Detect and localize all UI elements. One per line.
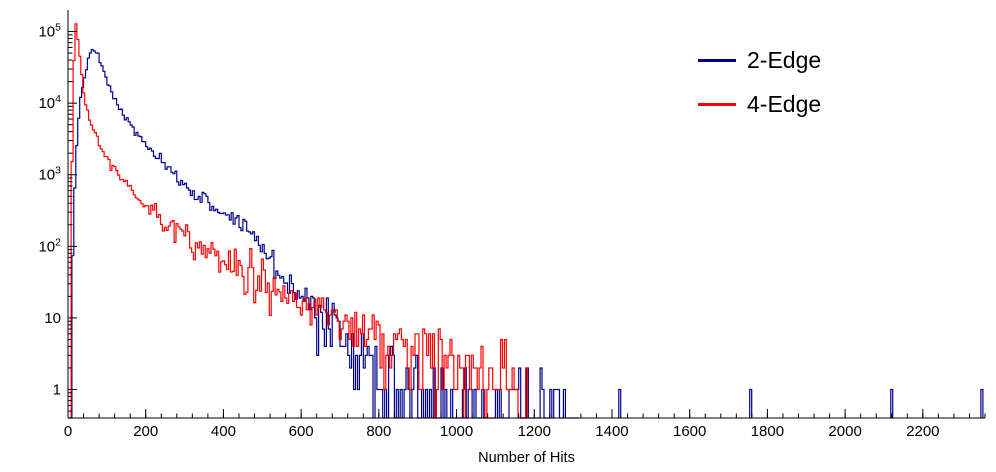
svg-text:1800: 1800 <box>751 423 784 440</box>
svg-text:2000: 2000 <box>828 423 861 440</box>
legend-label-2edge: 2-Edge <box>747 46 822 73</box>
svg-text:103: 103 <box>38 165 61 184</box>
svg-text:1400: 1400 <box>595 423 628 440</box>
legend-item-4edge: 4-Edge <box>698 82 821 126</box>
svg-text:1600: 1600 <box>673 423 706 440</box>
x-axis-title: Number of Hits <box>478 450 575 466</box>
svg-text:600: 600 <box>289 423 314 440</box>
legend-label-4edge: 4-Edge <box>747 90 822 117</box>
svg-text:200: 200 <box>133 423 158 440</box>
svg-text:800: 800 <box>366 423 391 440</box>
svg-text:0: 0 <box>64 423 72 440</box>
svg-text:10: 10 <box>44 310 61 327</box>
legend-swatch-2edge-line <box>698 58 736 62</box>
svg-text:102: 102 <box>38 236 61 255</box>
svg-text:400: 400 <box>211 423 236 440</box>
svg-text:105: 105 <box>38 22 61 41</box>
legend: 2-Edge 4-Edge <box>698 38 821 126</box>
svg-text:1: 1 <box>53 382 61 399</box>
svg-text:2200: 2200 <box>906 423 939 440</box>
legend-item-2edge: 2-Edge <box>698 38 821 82</box>
svg-text:104: 104 <box>38 93 61 112</box>
svg-text:1000: 1000 <box>440 423 473 440</box>
svg-text:1200: 1200 <box>518 423 551 440</box>
legend-swatch-4edge-line <box>698 102 736 106</box>
